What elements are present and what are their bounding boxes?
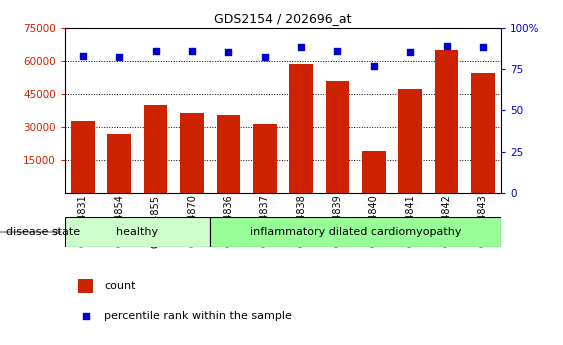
Bar: [108, 134, 131, 193]
Bar: [71, 121, 95, 193]
Point: [333, 48, 342, 53]
Bar: [253, 124, 276, 193]
Bar: [210, 217, 501, 247]
Bar: [65, 217, 210, 247]
Text: percentile rank within the sample: percentile rank within the sample: [104, 311, 292, 321]
Bar: [78, 279, 93, 293]
Bar: [217, 115, 240, 193]
Text: inflammatory dilated cardiomyopathy: inflammatory dilated cardiomyopathy: [250, 227, 461, 237]
Title: GDS2154 / 202696_at: GDS2154 / 202696_at: [214, 12, 352, 25]
Point: [78, 53, 87, 59]
Bar: [325, 81, 349, 193]
Point: [224, 50, 233, 55]
Bar: [362, 151, 386, 193]
Bar: [144, 105, 167, 193]
Point: [406, 50, 415, 55]
Bar: [180, 112, 204, 193]
Point: [81, 313, 90, 318]
Text: healthy: healthy: [117, 227, 159, 237]
Point: [479, 45, 488, 50]
Text: disease state: disease state: [6, 227, 80, 237]
Point: [151, 48, 160, 53]
Point: [187, 48, 196, 53]
Text: count: count: [104, 281, 136, 291]
Bar: [289, 64, 313, 193]
Point: [260, 55, 269, 60]
Point: [297, 45, 306, 50]
Point: [369, 63, 378, 68]
Bar: [471, 73, 495, 193]
Point: [115, 55, 124, 60]
Bar: [399, 89, 422, 193]
Point: [442, 43, 451, 49]
Bar: [435, 50, 458, 193]
